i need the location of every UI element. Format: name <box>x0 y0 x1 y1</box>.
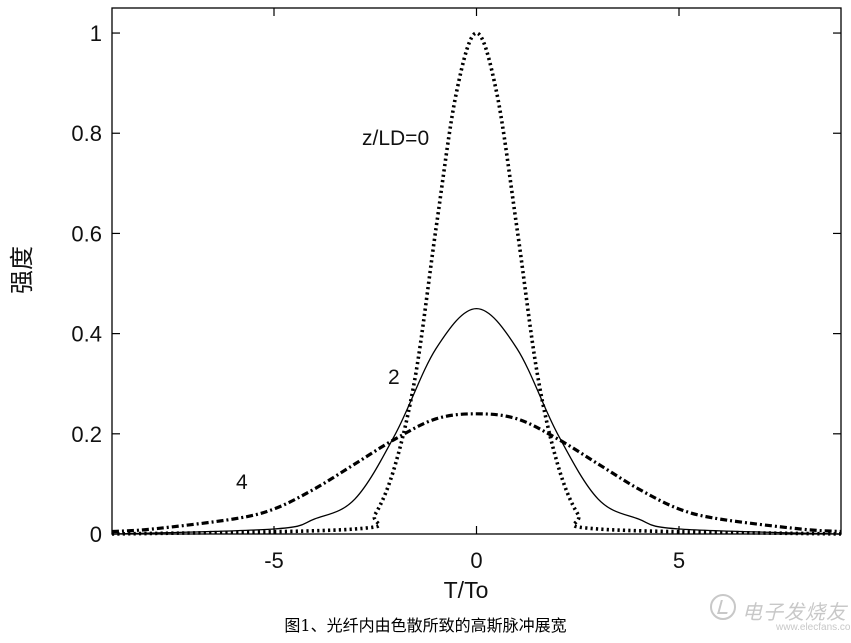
x-axis-title: T/To <box>444 577 489 600</box>
watermark-text: 电子发烧友 <box>742 600 847 624</box>
plot-frame <box>111 7 842 535</box>
y-tick-label: 0.4 <box>71 322 102 347</box>
x-tick-label: 5 <box>673 548 685 573</box>
curve-label-4: 4 <box>236 471 248 494</box>
watermark: 电子发烧友 www.elecfans.com <box>708 586 851 636</box>
curve-label-2: 2 <box>388 366 400 389</box>
series-line-z-ld-0 <box>111 31 842 536</box>
pulse-broadening-chart: -5 0 5 0 0.2 0.4 0.6 0.8 1 z/LD=0 2 4 T/To 强度 <box>8 7 842 600</box>
tick-marks <box>112 8 841 535</box>
y-tick-label: 0.6 <box>71 221 102 246</box>
series-line-4 <box>111 412 842 534</box>
curve-label-z-ld-0: z/LD=0 <box>362 127 429 150</box>
y-tick-label: 0.8 <box>71 121 102 146</box>
y-tick-label: 0.2 <box>71 422 102 447</box>
x-tick-label: 0 <box>470 548 482 573</box>
elecfans-logo-icon <box>710 594 736 620</box>
x-tick-label: -5 <box>264 548 284 573</box>
series-line-2 <box>111 307 842 535</box>
curves <box>111 31 842 536</box>
figure-caption: 图1、光纤内由色散所致的高斯脉冲展宽 <box>284 616 567 635</box>
y-tick-label: 0 <box>90 522 102 547</box>
y-tick-label: 1 <box>90 21 102 46</box>
watermark-url: www.elecfans.com <box>776 622 851 633</box>
y-axis-title: 强度 <box>8 246 36 294</box>
tick-labels: -5 0 5 0 0.2 0.4 0.6 0.8 1 <box>71 21 685 573</box>
